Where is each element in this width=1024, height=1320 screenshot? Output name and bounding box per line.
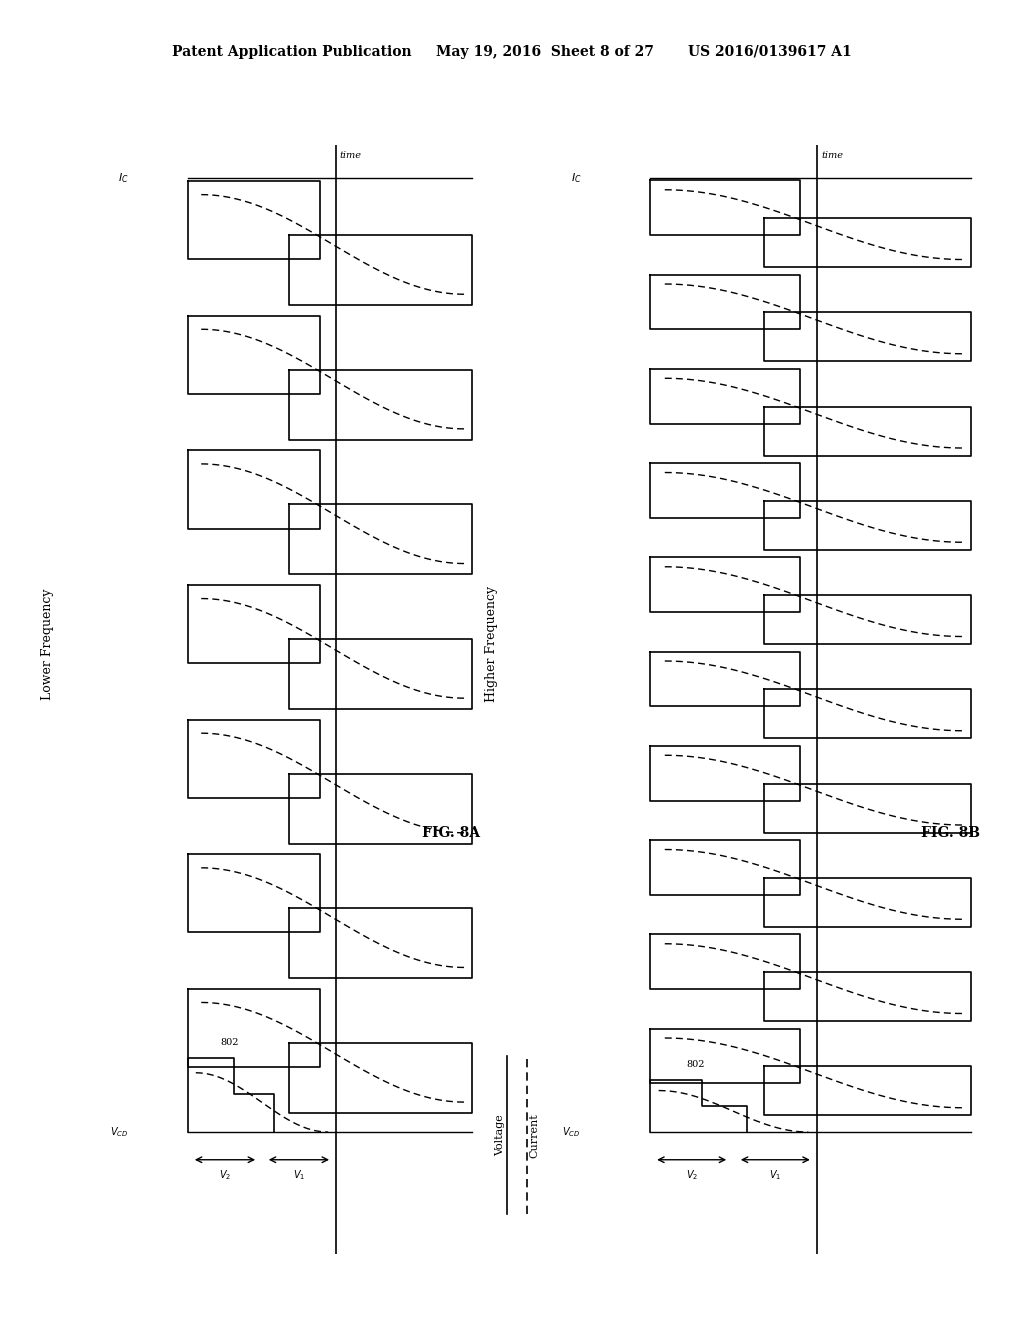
Text: $V_1$: $V_1$ — [293, 1168, 305, 1183]
Text: $I_C$: $I_C$ — [118, 172, 129, 185]
Text: FIG. 8B: FIG. 8B — [921, 825, 980, 840]
Text: $V_1$: $V_1$ — [769, 1168, 781, 1183]
Text: time: time — [821, 150, 844, 160]
Text: Lower Frequency: Lower Frequency — [41, 589, 54, 700]
Text: FIG. 8A: FIG. 8A — [422, 825, 480, 840]
Text: Higher Frequency: Higher Frequency — [484, 586, 498, 702]
Text: Current: Current — [529, 1113, 540, 1158]
Text: $V_{CD}$: $V_{CD}$ — [111, 1125, 128, 1139]
Text: time: time — [340, 150, 361, 160]
Text: $V_{CD}$: $V_{CD}$ — [562, 1125, 580, 1139]
Text: Patent Application Publication     May 19, 2016  Sheet 8 of 27       US 2016/013: Patent Application Publication May 19, 2… — [172, 45, 852, 59]
Text: $V_2$: $V_2$ — [685, 1168, 697, 1183]
Text: 802: 802 — [686, 1060, 705, 1069]
Text: $V_2$: $V_2$ — [219, 1168, 231, 1183]
Text: $I_C$: $I_C$ — [570, 172, 582, 185]
Text: 802: 802 — [220, 1038, 239, 1047]
Text: Voltage: Voltage — [495, 1114, 505, 1156]
